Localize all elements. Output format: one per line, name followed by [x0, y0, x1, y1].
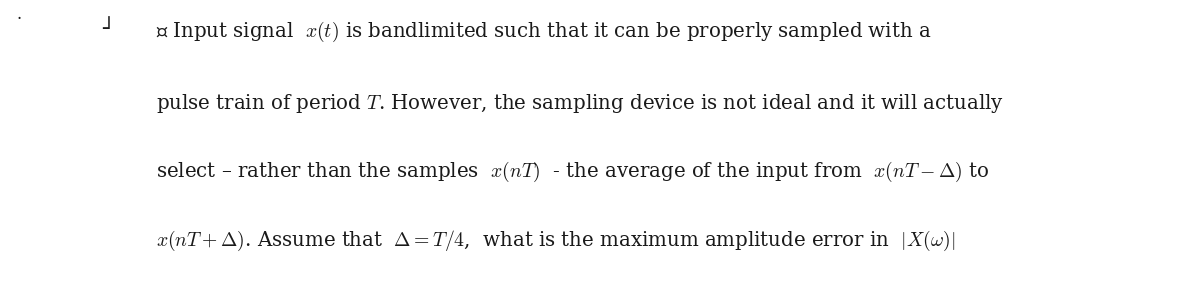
- Text: ⍼ Input signal  $x(t)$ is bandlimited such that it can be properly sampled with : ⍼ Input signal $x(t)$ is bandlimited suc…: [156, 20, 931, 44]
- Text: $x(nT+\Delta)$. Assume that  $\Delta=T/4$,  what is the maximum amplitude error : $x(nT+\Delta)$. Assume that $\Delta=T/4$…: [156, 229, 955, 253]
- Text: ·: ·: [17, 11, 22, 28]
- Text: pulse train of period $T$. However, the sampling device is not ideal and it will: pulse train of period $T$. However, the …: [156, 92, 1004, 114]
- Text: select – rather than the samples  $x(nT)$  - the average of the input from  $x(n: select – rather than the samples $x(nT)$…: [156, 160, 989, 184]
- Text: ┘: ┘: [102, 20, 114, 39]
